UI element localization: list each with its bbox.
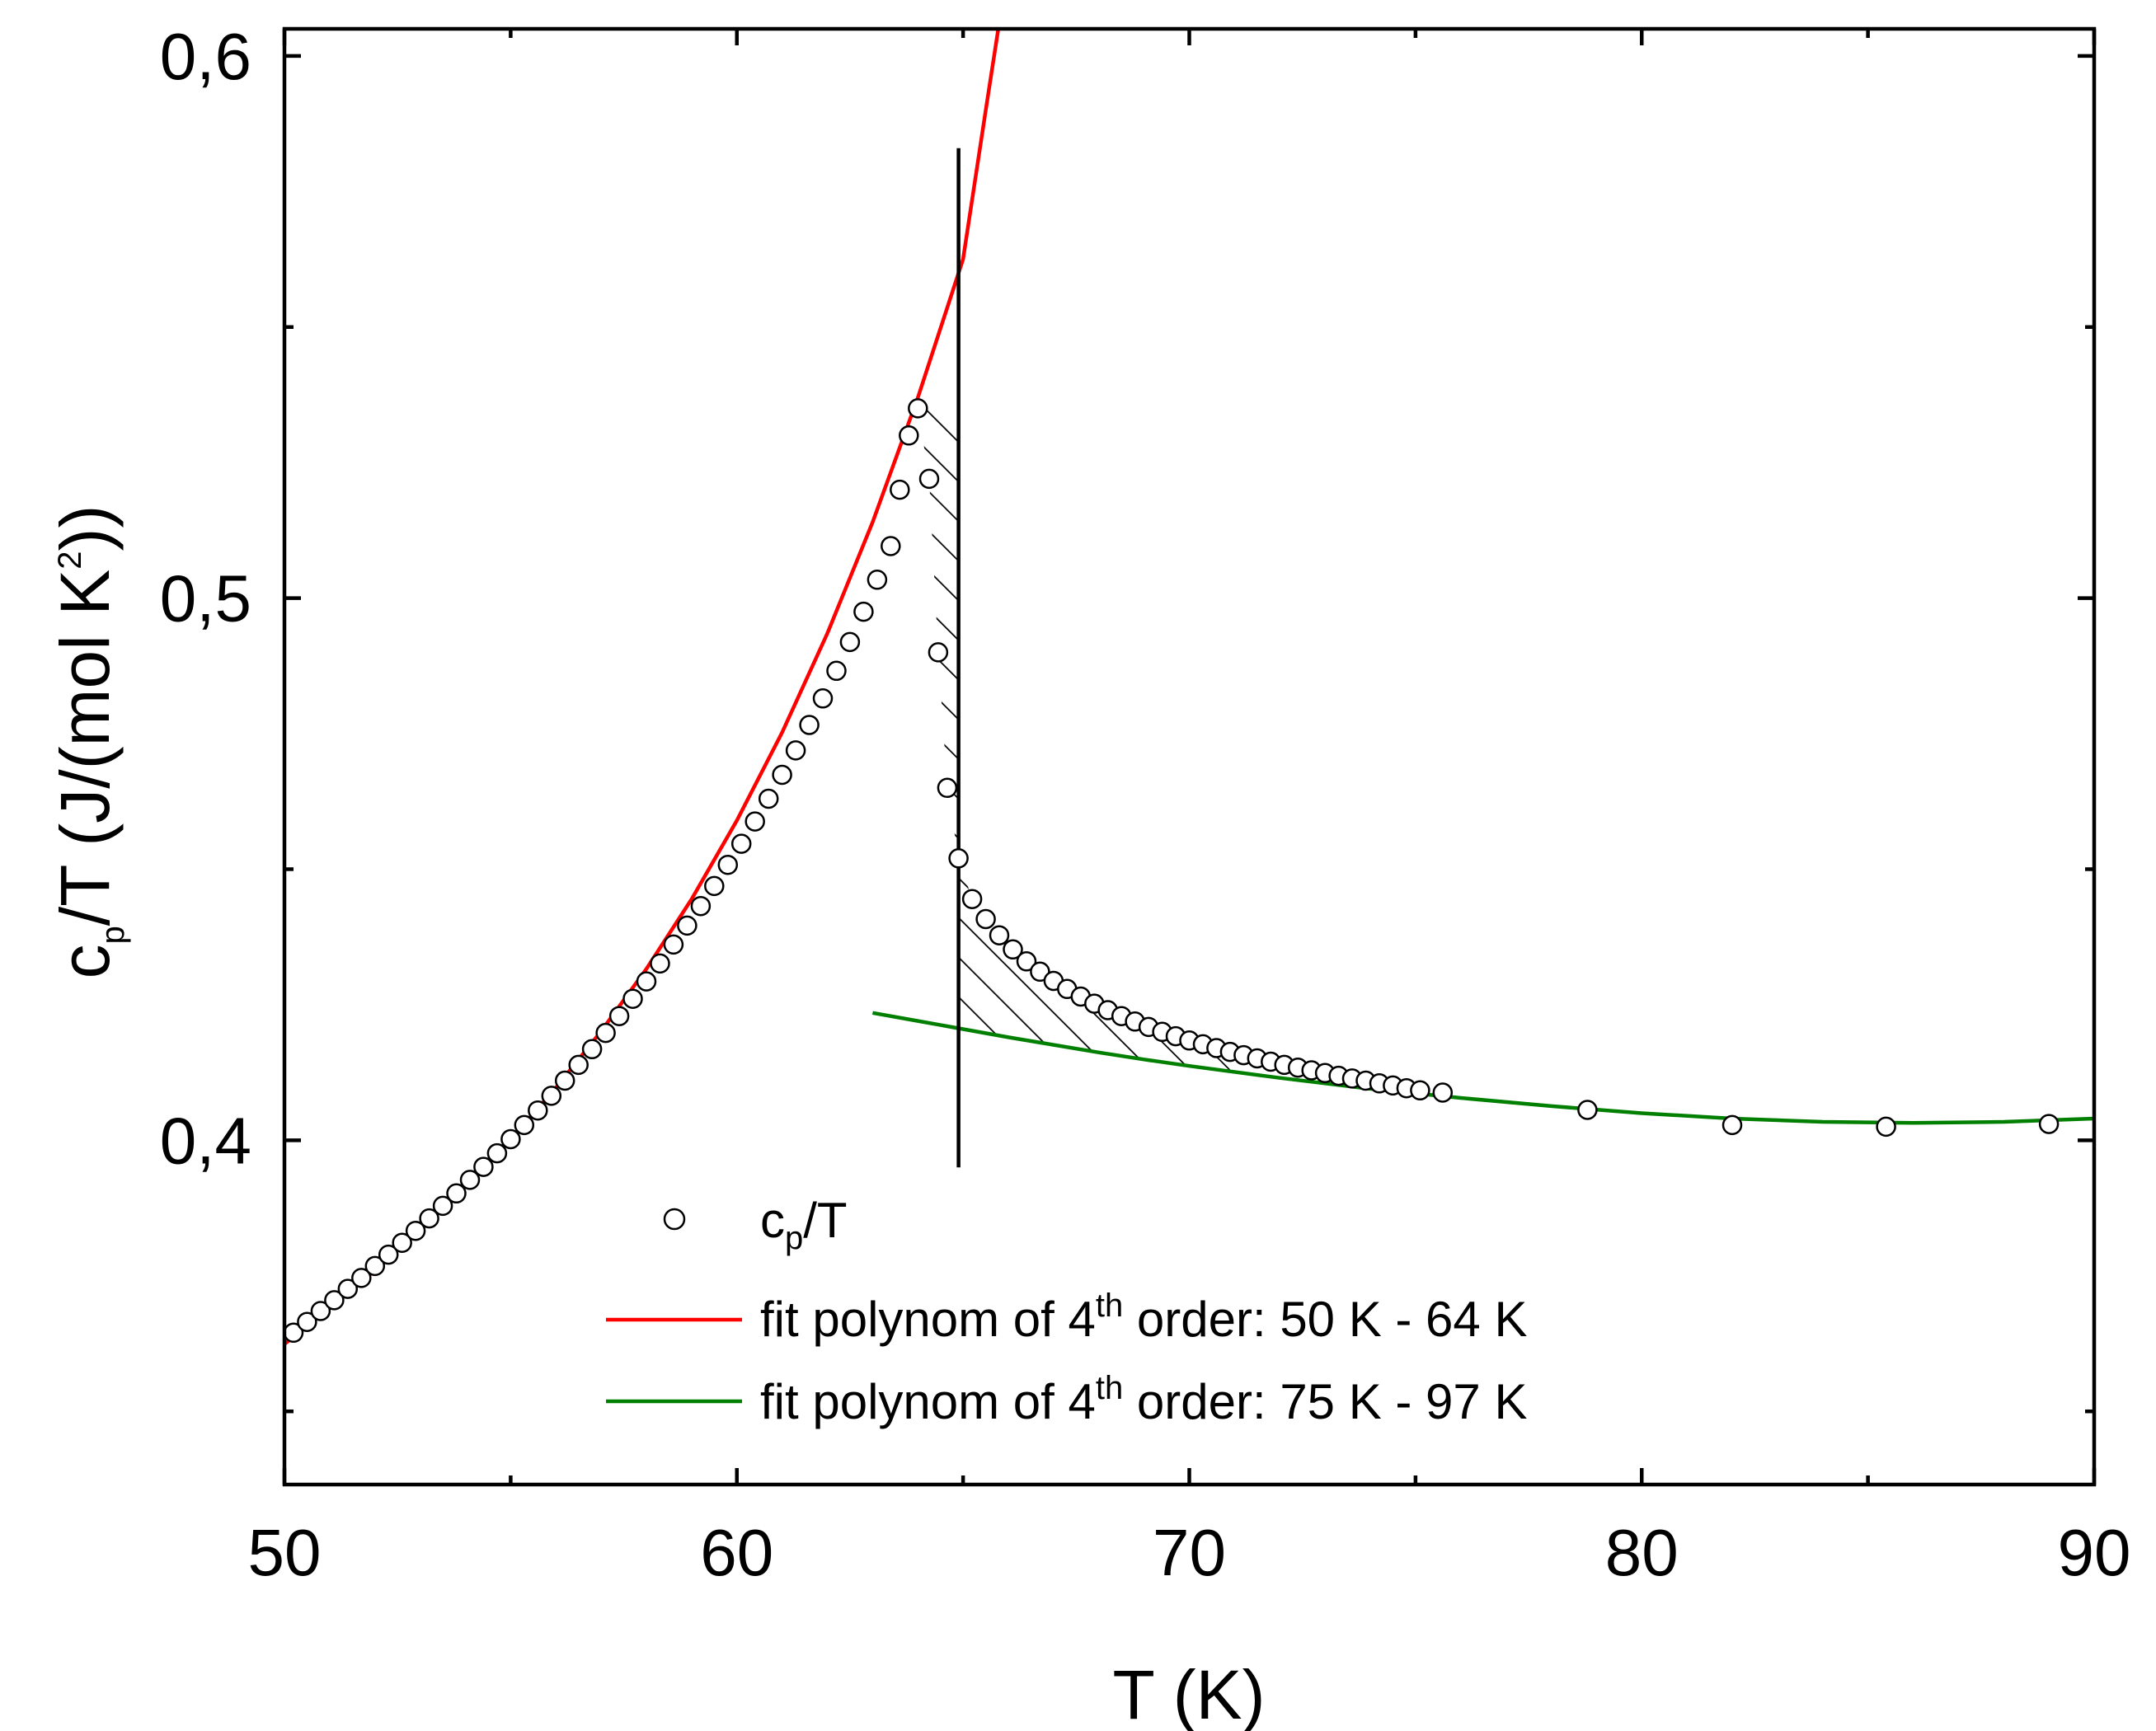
x-tick-label: 60 bbox=[700, 1516, 773, 1589]
data-point bbox=[459, 1170, 481, 1190]
data-point bbox=[2038, 1114, 2060, 1134]
data-point bbox=[419, 1208, 439, 1229]
data-point bbox=[1577, 1100, 1598, 1120]
data-point bbox=[1876, 1116, 1896, 1138]
legend-label-red-fit: fit polynom of 4th order: 50 K - 64 K bbox=[760, 1288, 1528, 1347]
data-point bbox=[486, 1142, 508, 1164]
data-point bbox=[364, 1255, 386, 1277]
data-points bbox=[284, 398, 2060, 1344]
data-point bbox=[961, 889, 983, 909]
data-point bbox=[704, 875, 725, 897]
data-point bbox=[581, 1039, 603, 1060]
data-point bbox=[432, 1195, 453, 1217]
legend-label-data: cp/T bbox=[760, 1193, 848, 1256]
data-point bbox=[324, 1290, 345, 1311]
data-point bbox=[636, 971, 657, 992]
x-tick-label: 90 bbox=[2058, 1516, 2131, 1589]
data-point bbox=[717, 854, 739, 875]
data-point bbox=[500, 1128, 521, 1150]
legend: cp/T fit polynom of 4th order: 50 K - 64… bbox=[606, 1193, 1528, 1429]
fit-curve-50-64K bbox=[284, 29, 1001, 1346]
x-tick-label: 70 bbox=[1153, 1516, 1226, 1589]
data-point bbox=[378, 1244, 399, 1265]
data-point bbox=[867, 570, 888, 590]
data-point bbox=[826, 660, 847, 682]
data-point bbox=[528, 1100, 548, 1121]
data-point bbox=[473, 1156, 494, 1177]
data-point bbox=[554, 1070, 575, 1091]
data-point bbox=[1432, 1082, 1454, 1103]
data-point bbox=[677, 915, 698, 936]
data-point bbox=[1722, 1114, 1743, 1136]
data-point bbox=[310, 1301, 331, 1321]
data-point bbox=[899, 425, 919, 446]
data-point bbox=[758, 788, 779, 809]
data-point bbox=[337, 1278, 359, 1299]
data-point bbox=[1410, 1080, 1430, 1101]
data-point bbox=[392, 1232, 412, 1253]
data-point bbox=[541, 1086, 562, 1106]
data-point bbox=[297, 1311, 317, 1332]
data-point bbox=[989, 925, 1010, 945]
data-point bbox=[730, 833, 752, 854]
y-axis-ticks: 0,4 0,5 0,6 bbox=[160, 20, 2094, 1414]
data-point bbox=[881, 536, 901, 556]
x-tick-label: 80 bbox=[1605, 1516, 1679, 1589]
x-tick-label: 50 bbox=[248, 1516, 322, 1589]
data-point bbox=[1003, 939, 1023, 960]
data-point bbox=[745, 811, 765, 832]
data-point bbox=[514, 1114, 535, 1136]
x-axis-title: T (K) bbox=[1112, 1656, 1265, 1731]
y-tick-label: 0,6 bbox=[160, 20, 251, 93]
legend-label-green-fit: fit polynom of 4th order: 75 K - 97 K bbox=[760, 1370, 1528, 1429]
data-point bbox=[622, 988, 643, 1009]
data-point bbox=[785, 740, 806, 761]
data-point bbox=[839, 631, 861, 653]
fit-curve-75-97K bbox=[872, 1011, 2094, 1125]
data-point bbox=[908, 398, 928, 419]
y-axis-title: cp/T (J/(mol K2)) bbox=[46, 505, 131, 979]
y-tick-label: 0,4 bbox=[160, 1104, 251, 1177]
data-point bbox=[975, 908, 996, 930]
data-point bbox=[948, 848, 969, 869]
data-point bbox=[446, 1183, 467, 1204]
data-point bbox=[1016, 951, 1037, 972]
data-point bbox=[890, 479, 910, 500]
data-point bbox=[568, 1054, 589, 1076]
data-point bbox=[928, 642, 949, 663]
data-point bbox=[1030, 961, 1050, 983]
data-point bbox=[937, 777, 958, 799]
data-point bbox=[690, 895, 712, 917]
data-point bbox=[812, 688, 834, 709]
hatched-area-below-transition bbox=[918, 408, 959, 859]
x-axis-ticks: 50 60 70 80 90 bbox=[248, 29, 2131, 1589]
hatched-area-above-transition bbox=[958, 858, 1230, 1072]
plot-frame bbox=[282, 26, 2097, 1487]
data-point bbox=[772, 764, 792, 786]
data-point bbox=[284, 1322, 304, 1344]
data-point bbox=[595, 1022, 616, 1044]
data-point bbox=[608, 1006, 630, 1026]
data-point bbox=[351, 1268, 372, 1288]
data-point bbox=[799, 715, 820, 735]
data-point bbox=[663, 934, 684, 955]
data-point bbox=[650, 953, 670, 974]
data-point bbox=[405, 1220, 426, 1241]
data-point bbox=[853, 601, 874, 622]
legend-marker-data bbox=[663, 1208, 686, 1231]
y-tick-label: 0,5 bbox=[160, 562, 251, 636]
data-point bbox=[918, 468, 940, 490]
